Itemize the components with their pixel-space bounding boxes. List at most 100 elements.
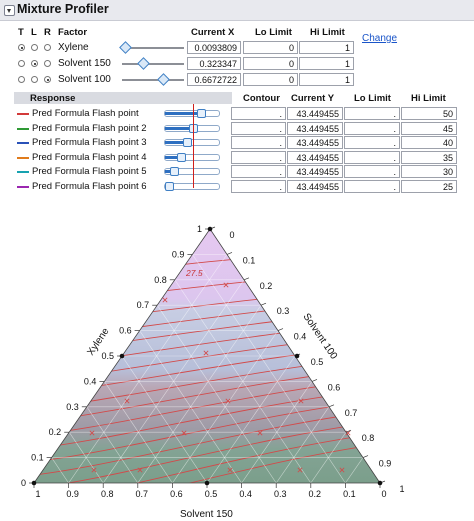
radio-r[interactable] xyxy=(44,60,51,67)
grid-line xyxy=(102,279,245,483)
tick-mark xyxy=(260,302,267,306)
design-point-marker xyxy=(297,467,303,473)
change-link[interactable]: Change xyxy=(362,33,398,44)
response-contour-field[interactable]: . xyxy=(231,165,286,178)
factor-slider-thumb[interactable] xyxy=(156,73,170,86)
factor-hi-field[interactable]: 1 xyxy=(299,73,354,86)
tick-mark xyxy=(345,429,352,433)
response-hi-field[interactable]: 45 xyxy=(401,121,457,135)
response-hi-field[interactable]: 40 xyxy=(401,136,457,149)
response-lo-field[interactable]: . xyxy=(344,150,400,164)
response-name: Pred Formula Flash point 4 xyxy=(32,151,147,163)
radio-r[interactable] xyxy=(44,76,51,83)
factor-hi-field[interactable]: 1 xyxy=(299,41,354,54)
right-tick-label: 0.7 xyxy=(345,408,358,418)
bottom-tick-label: 0.2 xyxy=(309,489,322,499)
ternary-plot[interactable]: 1010.90.10.90.80.20.80.70.30.70.60.40.60… xyxy=(0,196,474,521)
response-header-bar xyxy=(14,92,232,104)
left-tick-label: 0.7 xyxy=(137,300,150,310)
contour-value-label: 27.5 xyxy=(185,268,203,278)
design-point-marker xyxy=(137,467,143,473)
response-name: Pred Formula Flash point 3 xyxy=(32,137,147,148)
response-color-swatch xyxy=(17,185,29,188)
right-tick-label: 1 xyxy=(399,484,404,494)
response-current-y-field[interactable]: 43.449455 xyxy=(287,121,343,135)
radio-t[interactable] xyxy=(18,44,25,51)
bottom-tick-label: 0.7 xyxy=(136,489,149,499)
response-contour-field[interactable]: . xyxy=(231,136,286,149)
response-slider-knob[interactable] xyxy=(170,167,180,176)
solvent-150-axis-label: Solvent 150 xyxy=(180,509,233,520)
response-current-y-field[interactable]: 43.449455 xyxy=(287,136,343,149)
response-hi-field[interactable]: 35 xyxy=(401,150,457,164)
design-point-marker xyxy=(339,467,345,473)
edge-point xyxy=(31,480,37,486)
response-lo-field[interactable]: . xyxy=(344,179,400,193)
disclosure-toggle-icon[interactable] xyxy=(4,5,15,16)
header-l: L xyxy=(31,27,37,38)
profiler-title: Mixture Profiler xyxy=(17,2,109,16)
right-tick-label: 0.2 xyxy=(260,281,273,291)
factor-current-x-field[interactable]: 0.323347 xyxy=(187,57,241,70)
response-limit-slider[interactable] xyxy=(164,110,220,117)
factor-lo-field[interactable]: 0 xyxy=(243,73,298,86)
response-hi-field[interactable]: 50 xyxy=(401,107,457,120)
edge-point xyxy=(294,353,300,359)
edge-point xyxy=(207,226,213,232)
bottom-tick-label: 0.1 xyxy=(343,489,356,499)
response-slider-knob[interactable] xyxy=(177,152,187,162)
response-row: Pred Formula Flash point 4 xyxy=(14,151,164,165)
radio-l[interactable] xyxy=(31,60,38,67)
response-slider-knob[interactable] xyxy=(196,109,206,118)
response-hi-field[interactable]: 25 xyxy=(401,179,457,193)
radio-l[interactable] xyxy=(31,44,38,51)
radio-t[interactable] xyxy=(18,60,25,67)
response-current-y-field[interactable]: 43.449455 xyxy=(287,107,343,120)
tick-mark xyxy=(311,379,318,382)
factor-slider-track[interactable] xyxy=(122,79,184,81)
tick-mark xyxy=(328,404,335,408)
response-contour-field[interactable]: . xyxy=(231,150,286,164)
factor-slider-track[interactable] xyxy=(122,63,184,65)
right-tick-label: 0.3 xyxy=(277,306,290,316)
response-current-y-field[interactable]: 43.449455 xyxy=(287,165,343,178)
response-current-y-field[interactable]: 43.449455 xyxy=(287,150,343,164)
response-limit-slider[interactable] xyxy=(164,139,220,146)
response-limit-slider[interactable] xyxy=(164,153,220,161)
factor-current-x-field[interactable]: 0.0093809 xyxy=(187,41,241,54)
response-limit-slider[interactable] xyxy=(164,168,220,175)
radio-r[interactable] xyxy=(44,44,51,51)
factor-slider-track[interactable] xyxy=(122,47,184,49)
left-tick-label: 0.4 xyxy=(84,376,97,386)
response-color-swatch xyxy=(17,171,29,173)
radio-t[interactable] xyxy=(18,76,25,83)
response-hi-field[interactable]: 30 xyxy=(401,165,457,178)
response-lo-field[interactable]: . xyxy=(344,107,400,120)
factor-lo-field[interactable]: 0 xyxy=(243,57,298,70)
factor-current-x-field[interactable]: 0.6672722 xyxy=(187,73,241,86)
grid-line xyxy=(156,305,277,483)
factor-name: Xylene xyxy=(58,42,89,53)
response-slider-knob[interactable] xyxy=(165,181,175,191)
radio-l[interactable] xyxy=(31,76,38,83)
factor-lo-field[interactable]: 0 xyxy=(243,41,298,54)
response-slider-knob[interactable] xyxy=(182,138,192,147)
contour-line xyxy=(34,430,380,483)
response-contour-field[interactable]: . xyxy=(231,179,286,193)
response-lo-field[interactable]: . xyxy=(344,165,400,178)
header-contour: Contour xyxy=(243,93,280,104)
left-tick-label: 0.6 xyxy=(119,326,132,336)
response-contour-field[interactable]: . xyxy=(231,121,286,135)
response-lo-field[interactable]: . xyxy=(344,121,400,135)
design-point-marker xyxy=(298,398,304,404)
factor-hi-field[interactable]: 1 xyxy=(299,57,354,70)
factor-slider-thumb[interactable] xyxy=(136,57,150,70)
factor-slider-thumb[interactable] xyxy=(118,41,132,54)
right-tick-label: 0.8 xyxy=(362,433,375,443)
response-color-swatch xyxy=(17,156,29,159)
response-lo-field[interactable]: . xyxy=(344,136,400,149)
response-contour-field[interactable]: . xyxy=(231,107,286,120)
grid-line xyxy=(68,254,228,483)
response-current-y-field[interactable]: 43.449455 xyxy=(287,179,343,193)
header-resp-lo-limit: Lo Limit xyxy=(354,93,391,104)
